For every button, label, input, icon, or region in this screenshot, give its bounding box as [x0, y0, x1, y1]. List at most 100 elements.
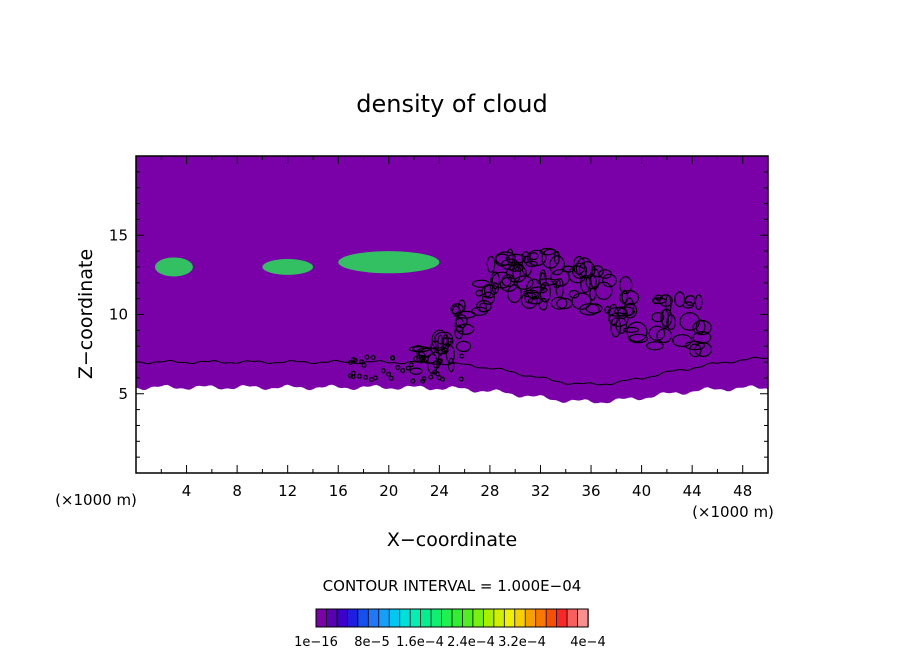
contour-cell	[610, 317, 622, 338]
x-tick-label: 32	[531, 482, 550, 500]
contour-cell	[682, 301, 695, 309]
colorbar-swatch	[545, 608, 558, 628]
colorbar-frame	[315, 608, 589, 628]
colorbar-swatch	[472, 608, 485, 628]
contour-cell	[454, 317, 465, 333]
contour-cell	[420, 378, 426, 384]
contour-cell	[408, 362, 414, 368]
contour-cell	[651, 312, 665, 323]
contour-cell	[506, 248, 514, 267]
contour-cell	[386, 371, 392, 377]
contour-cell	[567, 265, 587, 284]
contour-cell	[602, 273, 617, 288]
contour-cell	[619, 290, 640, 306]
density-band	[136, 148, 768, 156]
colorbar-swatch	[388, 608, 401, 628]
contour-cell	[495, 251, 517, 266]
contour-cell	[471, 279, 491, 288]
contour-cell	[458, 299, 466, 312]
colorbar-swatch	[462, 608, 474, 628]
contour-cell	[521, 255, 533, 277]
colorbar-swatch	[346, 608, 359, 628]
contour-cell	[622, 302, 638, 319]
colorbar-swatch	[430, 608, 443, 628]
contour-cell	[434, 347, 449, 355]
contour-cell	[364, 354, 370, 360]
chart-title: density of cloud	[356, 90, 547, 118]
contour-cell	[539, 272, 547, 291]
colorbar-swatch	[524, 608, 537, 628]
contour-cell	[590, 265, 604, 278]
density-field	[136, 148, 768, 404]
contour-cell	[430, 340, 437, 354]
contour-cell	[455, 323, 475, 335]
contour-cell	[395, 365, 401, 371]
colorbar-swatch	[566, 608, 579, 628]
contour-cell	[568, 289, 580, 299]
x-tick-label: 24	[430, 482, 449, 500]
y-tick-label: 15	[109, 226, 128, 244]
x-tick-label: 20	[379, 482, 398, 500]
contour-cell	[388, 375, 394, 381]
contour-cell	[619, 276, 633, 295]
contour-cell	[656, 328, 673, 344]
contour-cell	[409, 367, 423, 375]
contour-cell	[590, 268, 601, 290]
contour-cell	[499, 276, 518, 292]
colorbar-tick-label: 2.4e−4	[447, 635, 495, 650]
x-tick-label: 40	[632, 482, 651, 500]
contour-cell	[692, 320, 712, 336]
contour-cell	[561, 265, 576, 273]
colorbar-swatch	[535, 608, 547, 628]
y-axis: 5 10 15	[109, 171, 768, 458]
contour-cell	[646, 341, 664, 351]
y-tick-label: 5	[118, 385, 128, 403]
contour-cell	[482, 291, 495, 305]
contour-cell	[450, 303, 464, 315]
colorbar-labels: 1e−16 8e−5 1.6e−4 2.4e−4 3.2e−4 4e−4	[294, 635, 606, 650]
contour-cell	[553, 250, 561, 265]
contour-cell	[410, 378, 416, 384]
colorbar-tick-label: 3.2e−4	[498, 635, 546, 650]
density-band	[136, 156, 768, 404]
density-contours	[136, 247, 768, 386]
x-tick-label: 28	[480, 482, 499, 500]
contour-cell	[431, 329, 448, 351]
x-tick-label: 4	[182, 482, 192, 500]
contour-cell	[621, 289, 629, 304]
colorbar-swatch	[378, 608, 390, 628]
x-tick-label: 16	[329, 482, 348, 500]
contour-cell	[555, 278, 565, 299]
density-core	[262, 259, 313, 275]
colorbar-swatch	[326, 608, 338, 628]
x-axis-label: X−coordinate	[387, 529, 517, 551]
x-tick-label: 36	[581, 482, 600, 500]
density-core	[338, 251, 440, 274]
colorbar-swatch	[399, 608, 411, 628]
contour-cell	[684, 340, 706, 351]
contour-cell	[405, 365, 411, 371]
x-axis: 4 8 12 16 20 24 28 32 36 40 44 48	[160, 156, 769, 500]
contour-cell	[688, 343, 702, 358]
colorbar-swatch	[514, 608, 526, 628]
colorbar-swatch	[367, 608, 380, 628]
contour-cell	[509, 265, 520, 272]
contour-cell	[363, 374, 369, 380]
contour-cell	[694, 294, 703, 311]
colorbar-swatch	[409, 608, 422, 628]
colorbar-swatch	[451, 608, 464, 628]
contour-cell	[451, 305, 460, 317]
contour-cell	[361, 362, 367, 368]
contour-interval-text: CONTOUR INTERVAL = 1.000E−04	[323, 577, 582, 595]
colorbar-swatch	[503, 608, 516, 628]
contour-cell	[459, 353, 465, 359]
x-tick-label: 44	[683, 482, 702, 500]
contour-cell	[529, 286, 548, 294]
contour-cell	[348, 360, 354, 366]
colorbar-swatch	[493, 608, 506, 628]
contour-cell	[520, 291, 539, 309]
contour-cell	[352, 357, 358, 363]
contour-cell	[624, 297, 635, 316]
colorbar-swatch	[441, 608, 453, 628]
contour-cell	[476, 300, 492, 313]
